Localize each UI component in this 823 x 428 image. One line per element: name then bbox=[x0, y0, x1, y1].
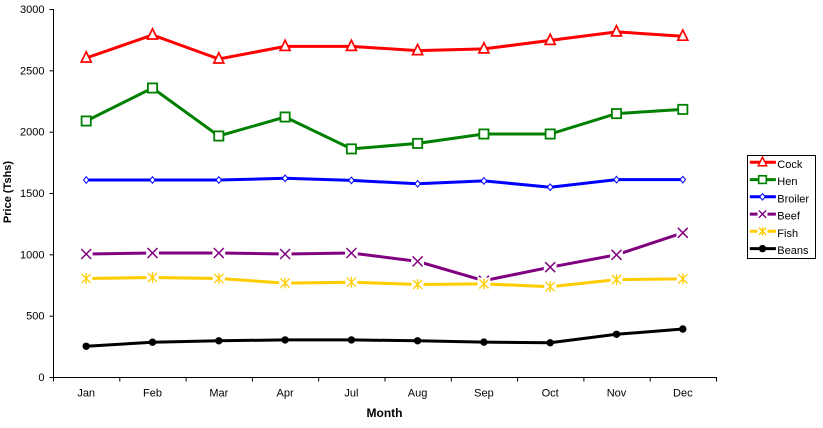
svg-text:Fish: Fish bbox=[777, 228, 798, 240]
svg-text:1000: 1000 bbox=[20, 249, 44, 261]
svg-text:Beef: Beef bbox=[777, 211, 801, 223]
svg-text:Beans: Beans bbox=[777, 245, 809, 257]
svg-text:Feb: Feb bbox=[143, 388, 162, 400]
svg-text:Cock: Cock bbox=[777, 159, 803, 171]
svg-text:1500: 1500 bbox=[20, 188, 44, 200]
svg-text:Jan: Jan bbox=[77, 388, 95, 400]
svg-text:Aug: Aug bbox=[408, 388, 428, 400]
svg-text:Price (Tshs): Price (Tshs) bbox=[2, 161, 14, 223]
svg-text:500: 500 bbox=[26, 311, 44, 323]
svg-text:Nov: Nov bbox=[607, 388, 627, 400]
svg-text:0: 0 bbox=[38, 372, 44, 384]
svg-text:Oct: Oct bbox=[542, 388, 559, 400]
svg-text:Sep: Sep bbox=[474, 388, 494, 400]
svg-text:Hen: Hen bbox=[777, 176, 797, 188]
svg-text:Month: Month bbox=[367, 406, 403, 420]
svg-text:Dec: Dec bbox=[673, 388, 693, 400]
svg-text:2500: 2500 bbox=[20, 65, 44, 77]
svg-text:Broiler: Broiler bbox=[777, 193, 809, 205]
svg-text:3000: 3000 bbox=[20, 4, 44, 16]
svg-text:Mar: Mar bbox=[209, 388, 228, 400]
svg-text:Jul: Jul bbox=[344, 388, 358, 400]
svg-text:2000: 2000 bbox=[20, 127, 44, 139]
svg-text:Apr: Apr bbox=[277, 388, 294, 400]
